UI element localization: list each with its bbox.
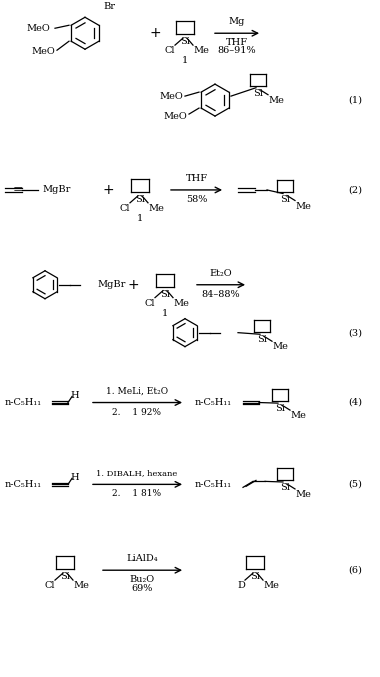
Text: Me: Me: [290, 411, 306, 420]
Text: MgBr: MgBr: [42, 185, 70, 194]
Text: +: +: [127, 278, 139, 292]
Text: 1. DIBALH, hexane: 1. DIBALH, hexane: [97, 469, 177, 477]
Text: Me: Me: [173, 299, 189, 307]
Text: MeO: MeO: [163, 112, 187, 121]
Text: H: H: [70, 391, 79, 400]
Text: Br: Br: [103, 2, 115, 12]
Text: 1: 1: [162, 309, 168, 318]
Text: Me: Me: [263, 581, 279, 590]
Text: MgBr: MgBr: [97, 280, 125, 289]
Text: LiAlD₄: LiAlD₄: [126, 554, 158, 563]
Text: Me: Me: [268, 95, 284, 105]
Text: Mg: Mg: [229, 17, 245, 26]
Text: Me: Me: [272, 343, 288, 351]
Text: =: =: [13, 183, 23, 196]
Text: +: +: [149, 26, 161, 40]
Text: (2): (2): [348, 185, 362, 194]
Text: n-C₅H₁₁: n-C₅H₁₁: [5, 398, 42, 407]
Text: Me: Me: [295, 490, 311, 499]
Text: H: H: [70, 473, 79, 482]
Text: Bu₂O: Bu₂O: [130, 575, 155, 584]
Text: MeO: MeO: [31, 47, 55, 56]
Text: MeO: MeO: [26, 24, 50, 32]
Text: Et₂O: Et₂O: [210, 269, 232, 278]
Text: 1. MeLi, Et₂O: 1. MeLi, Et₂O: [106, 387, 168, 395]
Text: Cl: Cl: [144, 299, 155, 307]
Text: Me: Me: [295, 202, 311, 211]
Text: Me: Me: [193, 46, 209, 55]
Text: Me: Me: [148, 204, 164, 213]
Text: MeO: MeO: [159, 91, 183, 101]
Text: Si: Si: [135, 195, 145, 204]
Text: n-C₅H₁₁: n-C₅H₁₁: [195, 480, 232, 489]
Text: Si: Si: [180, 37, 190, 46]
Text: Si: Si: [250, 572, 260, 581]
Text: (3): (3): [348, 328, 362, 337]
Text: 84–88%: 84–88%: [202, 290, 240, 299]
Text: Cl: Cl: [119, 204, 130, 213]
Text: Si: Si: [160, 290, 170, 299]
Text: 1: 1: [182, 56, 188, 65]
Text: 69%: 69%: [131, 584, 153, 593]
Text: THF: THF: [186, 174, 208, 183]
Text: Si: Si: [280, 483, 290, 492]
Text: Si: Si: [280, 194, 290, 204]
Text: D: D: [237, 581, 245, 590]
Text: n-C₅H₁₁: n-C₅H₁₁: [5, 480, 42, 489]
Text: Me: Me: [73, 581, 89, 590]
Text: Si: Si: [60, 572, 70, 581]
Text: (1): (1): [348, 95, 362, 105]
Text: Cl: Cl: [165, 46, 175, 55]
Text: (6): (6): [348, 566, 362, 575]
Text: THF: THF: [226, 38, 248, 47]
Text: 86–91%: 86–91%: [218, 46, 256, 56]
Text: Si: Si: [253, 89, 263, 97]
Text: 1: 1: [137, 214, 143, 223]
Text: Si: Si: [257, 335, 267, 345]
Text: Si: Si: [275, 404, 285, 413]
Text: n-C₅H₁₁: n-C₅H₁₁: [195, 398, 232, 407]
Text: 2.   1 81%: 2. 1 81%: [112, 489, 162, 498]
Text: (4): (4): [348, 398, 362, 407]
Text: 58%: 58%: [186, 195, 208, 204]
Text: +: +: [102, 183, 114, 197]
Text: Cl: Cl: [44, 581, 55, 590]
Text: (5): (5): [348, 480, 362, 489]
Text: 2.   1 92%: 2. 1 92%: [112, 408, 162, 416]
